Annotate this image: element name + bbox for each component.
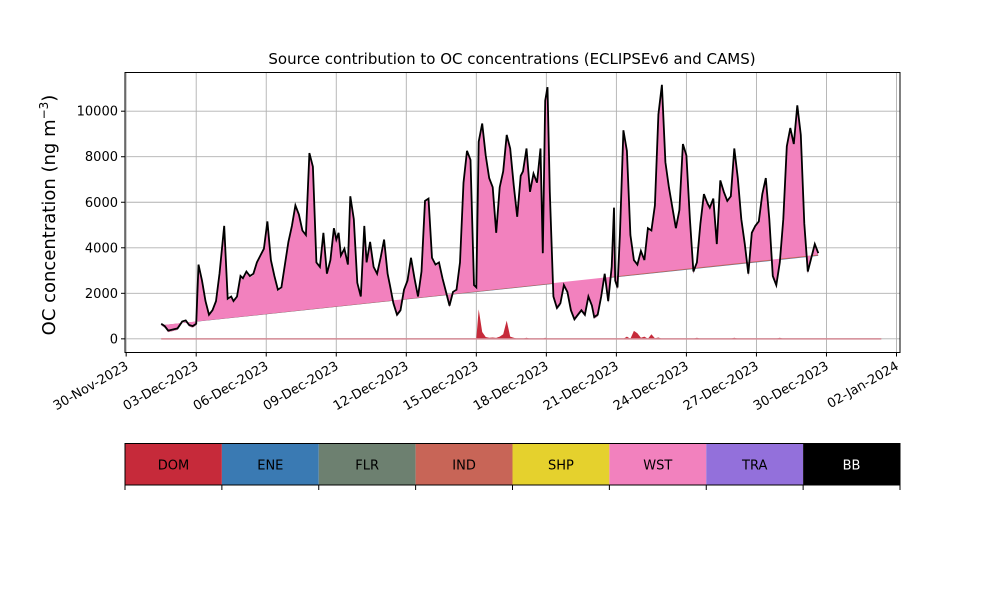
legend-swatch-dom xyxy=(125,443,222,485)
area-wst xyxy=(161,86,819,332)
legend-swatch-ene xyxy=(221,443,319,485)
legend-label-ene: ENE xyxy=(257,458,283,473)
legend-swatch-bb xyxy=(803,443,900,485)
legend-label-ind: IND xyxy=(452,458,476,473)
x-tick-label: 27-Dec-2023 xyxy=(681,359,761,414)
y-axis-label-suffix: ) xyxy=(39,95,60,102)
legend-swatch-ind xyxy=(415,443,513,485)
legend: DOM ENE FLR IND SHP WST TRA BB xyxy=(124,443,901,490)
x-tick-label: 06-Dec-2023 xyxy=(191,359,271,414)
legend-label-tra: TRA xyxy=(741,458,767,473)
y-axis-ticks: 0 2000 4000 6000 8000 10000 xyxy=(77,105,125,347)
chart-title: Source contribution to OC concentrations… xyxy=(268,50,755,68)
legend-swatch-tra xyxy=(706,443,804,485)
y-tick-label: 10000 xyxy=(77,105,118,120)
x-tick-label: 15-Dec-2023 xyxy=(401,359,481,414)
y-tick-label: 6000 xyxy=(85,196,118,211)
legend-swatch-wst xyxy=(609,443,707,485)
axes-frame xyxy=(124,72,901,353)
x-tick-label: 02-Jan-2024 xyxy=(825,359,902,412)
y-tick-label: 2000 xyxy=(85,287,118,302)
x-tick-label: 30-Nov-2023 xyxy=(51,359,131,414)
x-tick-label: 12-Dec-2023 xyxy=(331,359,411,414)
x-tick-label: 03-Dec-2023 xyxy=(121,359,201,414)
y-tick-label: 4000 xyxy=(85,241,118,256)
x-tick-label: 21-Dec-2023 xyxy=(541,359,621,414)
y-axis-label-main: OC concentration (ng m xyxy=(39,119,60,335)
legend-label-flr: FLR xyxy=(355,458,379,473)
legend-swatch-flr xyxy=(318,443,416,485)
y-axis-label: OC concentration (ng m−3) xyxy=(37,95,60,336)
legend-label-dom: DOM xyxy=(158,458,189,473)
x-axis-ticks: 30-Nov-202303-Dec-202306-Dec-202309-Dec-… xyxy=(51,352,902,414)
legend-label-wst: WST xyxy=(643,458,672,473)
x-tick-label: 18-Dec-2023 xyxy=(471,359,551,414)
plot-area-series xyxy=(160,84,882,340)
x-tick-label: 24-Dec-2023 xyxy=(611,359,691,414)
y-axis-label-superscript: −3 xyxy=(37,102,51,120)
x-tick-label: 09-Dec-2023 xyxy=(261,359,341,414)
y-tick-label: 8000 xyxy=(85,150,118,165)
legend-swatch-shp xyxy=(512,443,610,485)
legend-label-bb: BB xyxy=(843,458,861,473)
legend-label-shp: SHP xyxy=(548,458,574,473)
line-bb xyxy=(160,84,820,332)
y-tick-label: 0 xyxy=(110,332,118,347)
x-tick-label: 30-Dec-2023 xyxy=(751,359,831,414)
